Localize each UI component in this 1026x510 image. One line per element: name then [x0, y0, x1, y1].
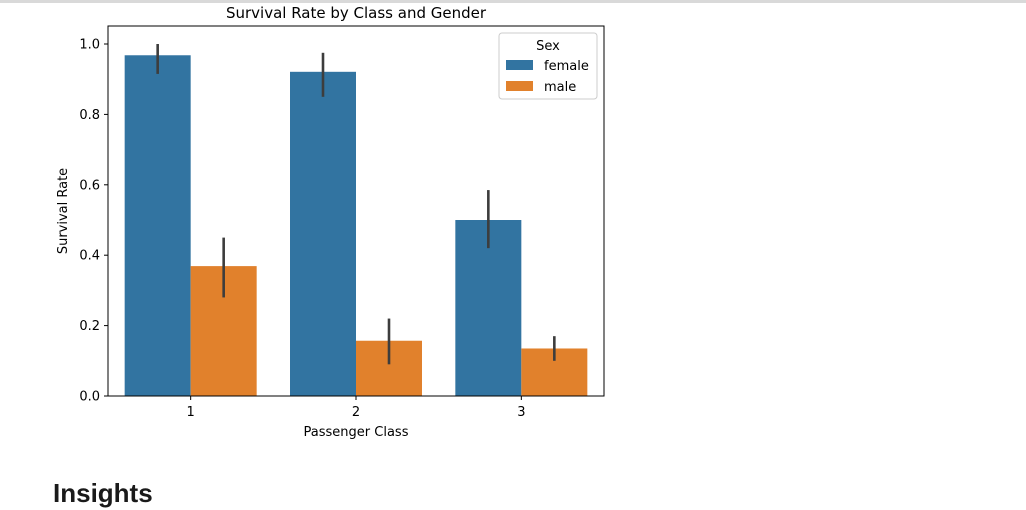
y-tick-label: 1.0	[79, 38, 100, 53]
legend: Sex female male	[498, 32, 598, 100]
bar-female-class-3	[455, 220, 522, 396]
page-top-border	[0, 0, 1026, 3]
y-tick-label: 0.8	[79, 108, 100, 123]
y-tick-label: 0.2	[79, 319, 100, 334]
y-tick-label: 0.6	[79, 178, 100, 193]
legend-swatch-male	[506, 81, 533, 91]
chart-title: Survival Rate by Class and Gender	[226, 4, 487, 22]
insights-heading: Insights	[53, 478, 153, 508]
survival-rate-chart: Survival Rate by Class and Gender 0.0 0.2…	[56, 4, 605, 440]
y-axis-label: Survival Rate	[56, 168, 71, 254]
x-tick-label: 2	[352, 405, 360, 420]
legend-title: Sex	[536, 39, 560, 54]
error-bars-group	[156, 44, 556, 365]
bar-female-class-1	[124, 55, 191, 396]
y-axis: 0.0 0.2 0.4 0.6 0.8 1.0	[79, 38, 108, 405]
y-tick-label: 0.0	[79, 390, 100, 405]
x-axis-label: Passenger Class	[304, 425, 409, 440]
bar-female-class-2	[290, 71, 356, 397]
x-tick-label: 1	[187, 405, 195, 420]
x-axis: 1 2 3	[187, 396, 525, 420]
x-tick-label: 3	[517, 405, 525, 420]
legend-entries: female male	[506, 59, 589, 95]
legend-label-female: female	[544, 59, 589, 74]
y-tick-label: 0.4	[79, 249, 100, 264]
legend-swatch-female	[506, 60, 533, 70]
bars-group	[124, 55, 588, 397]
chart-svg: Survival Rate by Class and Gender 0.0 0.2…	[56, 4, 605, 440]
legend-label-male: male	[544, 80, 576, 95]
